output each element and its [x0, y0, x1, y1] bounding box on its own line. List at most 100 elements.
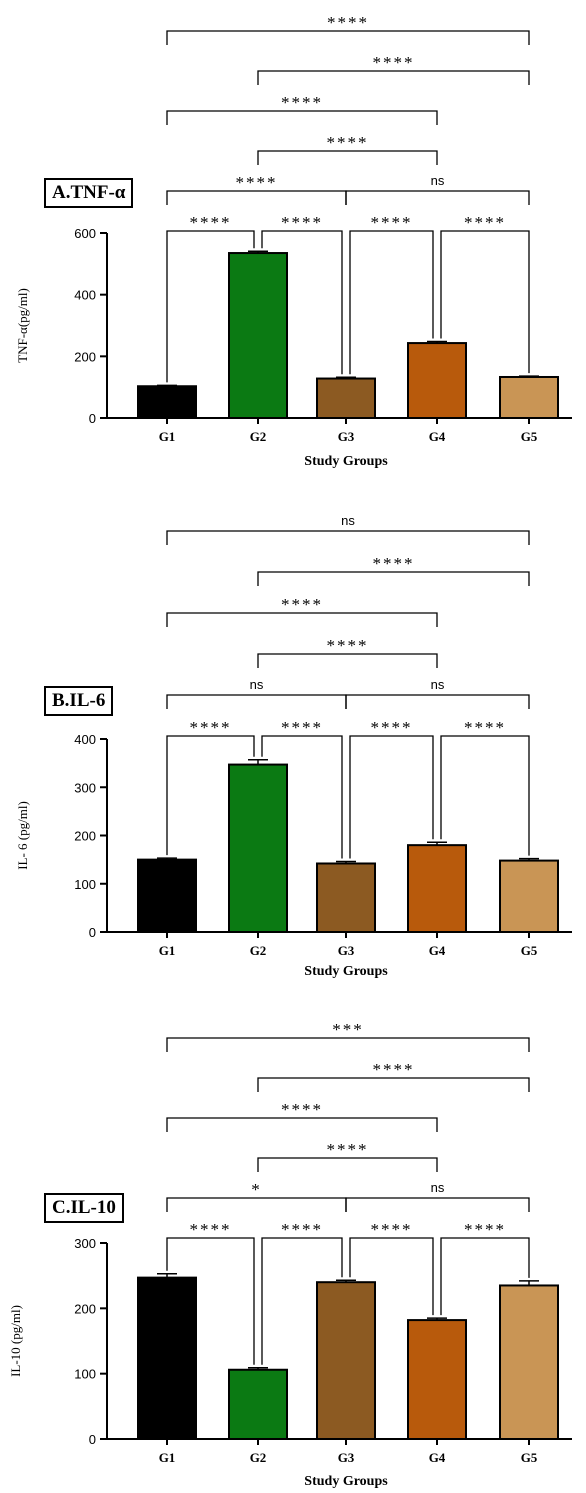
significance-bracket — [166, 30, 530, 45]
significance-bracket — [166, 612, 438, 627]
x-tick-label: G5 — [521, 429, 538, 444]
bar-G2 — [228, 252, 288, 419]
significance-label: **** — [190, 213, 232, 232]
significance-bracket — [349, 230, 434, 375]
bar-G2 — [228, 763, 288, 934]
x-tick-label: G5 — [521, 943, 538, 958]
significance-label: **** — [371, 1220, 413, 1239]
significance-bracket — [261, 735, 343, 859]
x-tick-label: G2 — [250, 1450, 267, 1465]
y-tick-label: 300 — [74, 1236, 96, 1251]
significance-bracket — [166, 530, 530, 545]
bar-G4 — [407, 844, 467, 934]
x-axis-label: Study Groups — [304, 964, 388, 979]
significance-bracket — [345, 1197, 530, 1212]
x-tick-label: G3 — [338, 429, 355, 444]
y-tick-label: 0 — [89, 411, 96, 426]
significance-bracket — [166, 110, 438, 125]
y-tick-label: 0 — [89, 1432, 96, 1447]
x-tick-label: G5 — [521, 1450, 538, 1465]
significance-label: ns — [431, 677, 445, 692]
y-tick-label: 100 — [74, 1367, 96, 1382]
y-axis-label: TNF-α(pg/ml) — [15, 288, 30, 363]
panel-label-tnf: A.TNF-α — [44, 178, 134, 208]
significance-label: **** — [281, 213, 323, 232]
bar-G4 — [407, 342, 467, 420]
significance-label: ns — [250, 677, 264, 692]
significance-bracket — [166, 694, 347, 709]
significance-label: **** — [327, 133, 369, 152]
y-tick-label: 0 — [89, 925, 96, 940]
significance-label: **** — [327, 13, 369, 32]
bar-G5 — [499, 859, 559, 934]
y-tick-label: 200 — [74, 349, 96, 364]
significance-bracket — [166, 1237, 255, 1365]
significance-bracket — [257, 1157, 438, 1172]
significance-bracket — [440, 230, 530, 374]
significance-label: **** — [281, 1100, 323, 1119]
bar-G3 — [316, 377, 376, 419]
x-tick-label: G2 — [250, 429, 267, 444]
significance-label: **** — [373, 554, 415, 573]
y-tick-label: 600 — [74, 226, 96, 241]
y-tick-label: 100 — [74, 877, 96, 892]
significance-label: **** — [373, 1060, 415, 1079]
panel-label-il10: C.IL-10 — [44, 1193, 124, 1223]
x-tick-label: G4 — [429, 1450, 446, 1465]
significance-bracket — [166, 1197, 347, 1212]
x-axis-label: Study Groups — [304, 454, 388, 469]
x-tick-label: G2 — [250, 943, 267, 958]
x-tick-label: G1 — [159, 943, 176, 958]
significance-label: **** — [281, 1220, 323, 1239]
x-tick-label: G1 — [159, 429, 176, 444]
y-tick-label: 200 — [74, 829, 96, 844]
significance-label: **** — [281, 595, 323, 614]
chart-panel-2: 0 100 200 300 400 IL- 6 (pg/ml) G1 G2 G3 G4 G5 Stud… — [15, 513, 572, 979]
bar-G3 — [316, 1281, 376, 1440]
significance-bracket — [257, 70, 530, 85]
significance-label: **** — [464, 718, 506, 737]
significance-label: **** — [371, 213, 413, 232]
y-axis-label: IL-10 (pg/ml) — [8, 1305, 23, 1377]
significance-label: **** — [464, 213, 506, 232]
y-tick-label: 400 — [74, 288, 96, 303]
x-tick-label: G4 — [429, 943, 446, 958]
significance-bracket — [349, 735, 434, 859]
y-tick-label: 200 — [74, 1301, 96, 1316]
significance-label: **** — [190, 1220, 232, 1239]
chart-panel-1: 0 200 400 600 TNF-α(pg/ml) G1 G2 G3 G4 G5 Study Gr… — [15, 13, 572, 469]
bar-G1 — [137, 858, 197, 933]
y-axis-label: IL- 6 (pg/ml) — [15, 801, 30, 870]
chart-panel-3: 0 100 200 300 IL-10 (pg/ml) G1 G2 G3 G4 G5 Study G… — [8, 1020, 572, 1489]
significance-bracket — [166, 190, 347, 205]
significance-bracket — [349, 1237, 434, 1316]
significance-label: **** — [373, 53, 415, 72]
significance-label: ns — [341, 513, 355, 528]
significance-label: * — [251, 1180, 262, 1199]
significance-bracket — [261, 1237, 343, 1365]
significance-label: ns — [431, 1180, 445, 1195]
significance-label: **** — [236, 173, 278, 192]
x-tick-label: G3 — [338, 1450, 355, 1465]
significance-bracket — [166, 1037, 530, 1052]
significance-bracket — [257, 571, 530, 586]
y-tick-label: 400 — [74, 732, 96, 747]
significance-label: **** — [464, 1220, 506, 1239]
bar-G5 — [499, 375, 559, 420]
y-tick-label: 300 — [74, 780, 96, 795]
significance-bracket — [345, 190, 530, 205]
significance-bracket — [257, 653, 438, 668]
significance-label: ns — [431, 173, 445, 188]
bar-G5 — [499, 1284, 559, 1441]
x-tick-label: G4 — [429, 429, 446, 444]
significance-bracket — [345, 694, 530, 709]
x-axis-label: Study Groups — [304, 1474, 388, 1489]
x-tick-label: G1 — [159, 1450, 176, 1465]
significance-bracket — [257, 1077, 530, 1092]
significance-label: **** — [281, 718, 323, 737]
bar-G3 — [316, 862, 376, 933]
significance-label: **** — [371, 718, 413, 737]
significance-bracket — [261, 230, 343, 375]
significance-bracket — [166, 1117, 438, 1132]
